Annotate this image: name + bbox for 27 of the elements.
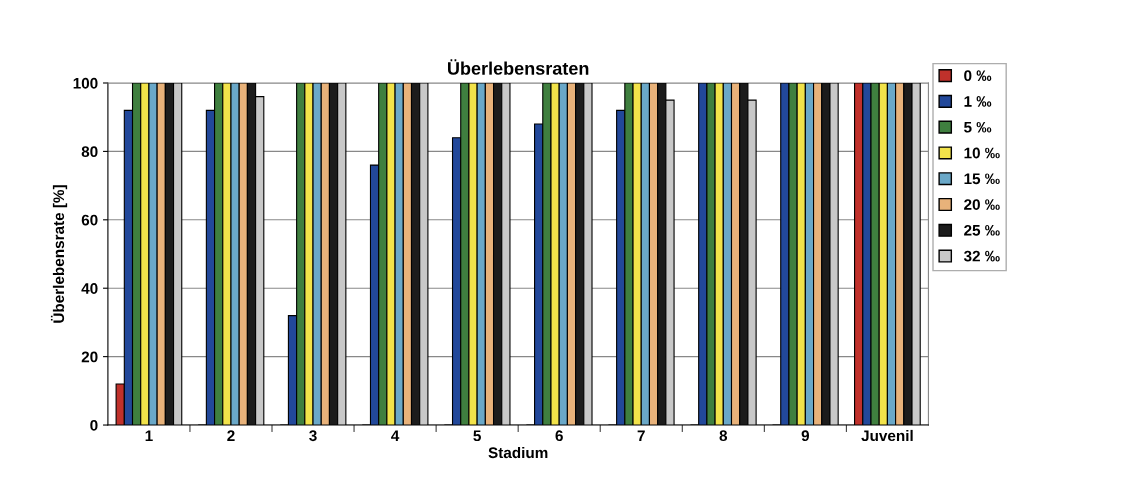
x-tick-label: 1 xyxy=(145,430,153,441)
x-tick-label: 3 xyxy=(309,430,317,442)
legend-label: 32 ‰ xyxy=(963,250,1000,262)
legend-label: 10 ‰ xyxy=(964,147,1000,159)
y-tick-label: 80 xyxy=(81,146,98,158)
x-tick-label: 9 xyxy=(801,430,810,442)
x-tick-label: 7 xyxy=(637,430,645,441)
x-tick-label: 4 xyxy=(391,430,400,441)
y-tick-label: 40 xyxy=(81,283,98,294)
y-tick-label: 60 xyxy=(81,214,98,226)
legend-label: 25 ‰ xyxy=(964,224,1000,236)
legend-label: 15 ‰ xyxy=(964,173,1000,185)
x-tick-label: 2 xyxy=(227,430,235,441)
legend-label: 0 ‰ xyxy=(964,70,992,82)
x-tick-label: 5 xyxy=(473,430,481,442)
x-tick-label: 8 xyxy=(719,430,728,442)
y-axis-title: Überlebensrate [%] xyxy=(50,185,68,323)
legend-label: 1 ‰ xyxy=(964,96,992,107)
y-tick-label: 20 xyxy=(81,351,98,363)
legend-label: 5 ‰ xyxy=(964,121,992,133)
x-axis-title: Stadium xyxy=(488,446,548,459)
legend-label: 20 ‰ xyxy=(964,199,1000,210)
y-tick-label: 100 xyxy=(73,77,98,89)
x-tick-label: Juvenil xyxy=(861,429,913,442)
x-tick-label: 6 xyxy=(555,430,563,442)
chart-title: Überlebensraten xyxy=(448,59,589,75)
y-tick-label: 0 xyxy=(90,419,98,431)
